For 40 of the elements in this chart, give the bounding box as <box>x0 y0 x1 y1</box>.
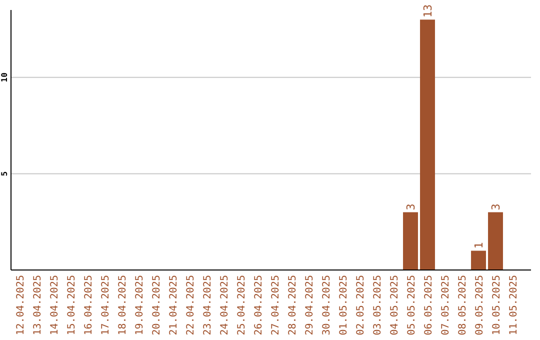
x-tick-label: 30.04.2025 <box>322 275 332 336</box>
x-tick-label: 26.04.2025 <box>254 275 264 336</box>
x-tick-label: 18.04.2025 <box>118 275 128 336</box>
x-tick-label: 25.04.2025 <box>236 275 248 336</box>
x-tick-label: 06.05.2025 <box>424 275 434 336</box>
x-tick-label: 28.04.2025 <box>288 275 298 336</box>
y-tick-label: 5 <box>0 171 9 176</box>
x-tick-label: 02.05.2025 <box>356 275 366 336</box>
data-label: 3 <box>490 204 502 210</box>
x-tick-label: 12.04.2025 <box>16 275 26 336</box>
x-tick-label: 04.05.2025 <box>390 275 400 336</box>
data-label: 3 <box>404 204 418 210</box>
x-tick-label: 27.04.2025 <box>270 275 282 336</box>
y-tick-label: 10 <box>0 72 9 82</box>
bar <box>420 20 435 270</box>
x-tick-label: 20.04.2025 <box>152 275 162 336</box>
bar <box>471 250 486 270</box>
x-tick-label: 14.04.2025 <box>50 275 60 336</box>
bar <box>403 212 418 270</box>
x-tick-label: 23.04.2025 <box>202 275 214 336</box>
x-tick-label: 13.04.2025 <box>32 275 44 336</box>
data-label: 1 <box>472 242 486 249</box>
x-tick-label: 09.05.2025 <box>474 275 486 336</box>
x-tick-label: 01.05.2025 <box>338 275 350 336</box>
x-tick-label: 24.04.2025 <box>220 275 230 336</box>
x-tick-label: 19.04.2025 <box>134 275 146 336</box>
x-tick-label: 11.05.2025 <box>508 275 520 336</box>
x-tick-label: 16.04.2025 <box>84 275 94 336</box>
x-tick-label: 10.05.2025 <box>492 275 502 336</box>
bar <box>488 212 503 270</box>
x-tick-label: 29.04.2025 <box>304 275 316 336</box>
x-tick-label: 22.04.2025 <box>186 275 196 336</box>
x-tick-label: 08.05.2025 <box>458 275 468 336</box>
x-tick-label: 07.05.2025 <box>440 275 452 336</box>
x-tick-label: 05.05.2025 <box>406 275 418 336</box>
data-label: 13 <box>422 4 434 18</box>
x-tick-label: 15.04.2025 <box>66 275 78 336</box>
x-tick-label: 17.04.2025 <box>100 275 112 336</box>
x-tick-label: 03.05.2025 <box>372 275 384 336</box>
x-tick-label: 21.04.2025 <box>168 275 180 336</box>
